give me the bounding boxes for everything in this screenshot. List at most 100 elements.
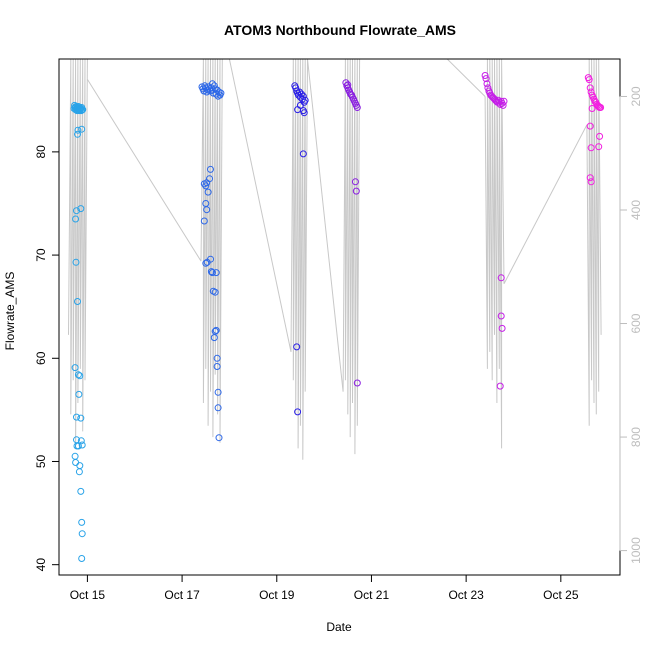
x-tick-label: Oct 19	[259, 588, 295, 602]
secondary-trace-lines	[68, 58, 602, 460]
y2-tick-label: 1000	[629, 537, 643, 564]
series-group	[584, 74, 605, 186]
data-point	[77, 487, 85, 495]
data-point	[352, 187, 360, 195]
data-point	[497, 312, 505, 320]
data-point	[587, 144, 595, 152]
trace-segment	[228, 58, 292, 353]
data-point	[294, 408, 302, 416]
data-point	[200, 217, 208, 225]
data-point	[74, 130, 81, 138]
data-point	[498, 324, 506, 332]
data-point	[206, 175, 213, 183]
data-point	[499, 101, 507, 109]
data-point	[207, 268, 215, 276]
series-group	[291, 82, 309, 416]
data-point	[78, 518, 86, 526]
data-point	[214, 404, 222, 412]
data-point	[76, 372, 84, 380]
data-point	[203, 206, 211, 214]
trace-segment	[586, 58, 602, 426]
data-point	[296, 101, 304, 109]
data-point	[481, 72, 489, 79]
data-point	[208, 80, 216, 88]
data-point	[293, 343, 301, 351]
data-point	[75, 468, 83, 476]
data-point	[587, 178, 595, 186]
y-tick-label: 70	[34, 248, 48, 262]
data-point	[73, 207, 80, 215]
data-point	[299, 150, 307, 158]
data-point	[213, 363, 221, 370]
data-point	[77, 414, 85, 422]
data-point	[202, 182, 210, 190]
y2-axis: 200 400 600 800 1000	[619, 86, 643, 564]
trace-segment	[342, 58, 361, 455]
y2-tick-label: 600	[629, 313, 643, 333]
data-point	[202, 259, 210, 267]
data-point	[72, 215, 80, 223]
data-point	[212, 326, 220, 334]
data-point	[344, 81, 352, 89]
x-tick-label: Oct 21	[354, 588, 390, 602]
data-point	[204, 188, 212, 196]
data-point	[77, 107, 85, 115]
y-tick-label: 60	[34, 351, 48, 365]
data-point	[74, 371, 82, 379]
scatter-points	[70, 72, 605, 562]
data-point	[214, 388, 222, 396]
data-point	[211, 288, 219, 296]
series-group	[481, 72, 508, 390]
x-tick-label: Oct 23	[448, 588, 484, 602]
data-point	[597, 104, 605, 111]
data-point	[586, 84, 594, 92]
data-point	[73, 413, 80, 421]
data-point	[73, 442, 81, 450]
data-point	[71, 364, 79, 372]
x-tick-label: Oct 17	[164, 588, 200, 602]
y2-tick-label: 800	[629, 427, 643, 447]
data-point	[75, 390, 83, 398]
x-tick-label: Oct 15	[70, 588, 106, 602]
data-point	[586, 174, 594, 182]
data-point	[482, 75, 490, 83]
y-tick-label: 80	[34, 145, 48, 159]
y2-tick-label: 400	[629, 200, 643, 220]
data-point	[586, 122, 594, 130]
data-point	[207, 255, 214, 263]
series-group	[198, 80, 225, 442]
data-point	[77, 205, 85, 213]
data-point	[72, 258, 80, 266]
data-point	[300, 109, 308, 117]
trace-segment	[307, 58, 344, 392]
x-tick-label: Oct 25	[543, 588, 579, 602]
data-point	[497, 274, 505, 282]
data-point	[79, 106, 87, 114]
y-tick-label: 50	[34, 454, 48, 468]
trace-segment	[484, 58, 505, 449]
trace-segment	[503, 124, 588, 285]
trace-segment	[68, 58, 88, 449]
data-point	[295, 91, 302, 99]
x-axis-label: Date	[326, 620, 352, 634]
data-point	[211, 327, 219, 335]
data-point	[207, 165, 214, 173]
data-point	[78, 125, 86, 133]
data-point	[596, 132, 604, 140]
data-point	[496, 382, 504, 390]
data-point	[212, 269, 220, 277]
data-point	[208, 269, 216, 277]
data-point	[217, 89, 225, 97]
data-point	[74, 298, 81, 305]
data-point	[500, 97, 508, 105]
data-point	[77, 437, 85, 445]
data-point	[78, 441, 86, 449]
trace-segment	[290, 58, 308, 460]
y-axis-label: Flowrate_AMS	[3, 272, 17, 351]
series-group	[342, 79, 361, 387]
data-point	[296, 93, 304, 101]
data-point	[296, 88, 303, 96]
data-point	[215, 434, 223, 442]
